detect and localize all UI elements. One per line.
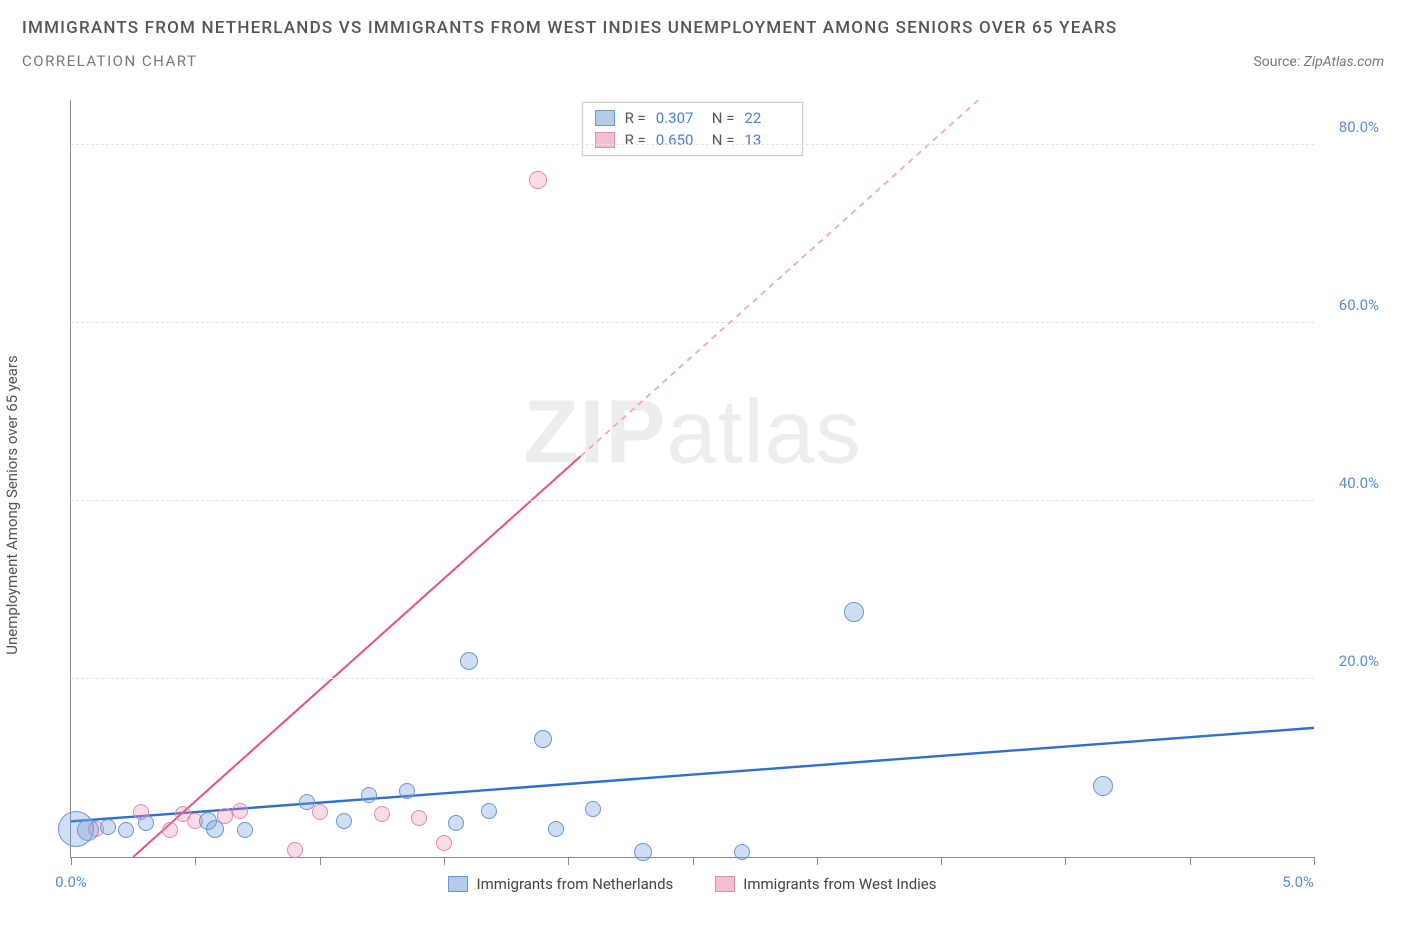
legend-series-item: Immigrants from West Indies [715,875,936,893]
legend-swatch [448,876,468,892]
x-tick-label: 5.0% [1282,873,1314,891]
y-tick-label: 40.0% [1321,474,1379,492]
legend-r-label: R = [625,109,646,127]
data-point [77,819,99,841]
data-point [734,844,750,860]
data-point [118,822,134,838]
x-tick [444,857,445,865]
data-point [585,801,601,817]
data-point [548,821,564,837]
legend-series-label: Immigrants from Netherlands [476,875,673,893]
x-tick [817,857,818,865]
x-tick [568,857,569,865]
data-point [336,813,352,829]
legend-n-value: 22 [744,109,790,127]
x-tick [1314,857,1315,865]
data-point [534,730,552,748]
y-tick-label: 80.0% [1321,118,1379,136]
data-point [312,804,328,820]
legend-series: Immigrants from Netherlands Immigrants fr… [71,875,1314,893]
data-point [138,815,154,831]
legend-swatch [715,876,735,892]
data-point [232,803,248,819]
data-point [361,787,377,803]
legend-series-label: Immigrants from West Indies [743,875,936,893]
data-point [481,803,497,819]
x-tick [71,857,72,865]
data-point [460,652,478,670]
x-tick [1190,857,1191,865]
gridline [71,144,1314,145]
trend-lines [71,100,1314,857]
y-axis-label: Unemployment Among Seniors over 65 years [3,355,21,654]
legend-n-label: N = [712,109,735,127]
legend-row: R = 0.650 N = 13 [583,129,803,151]
data-point [299,794,315,810]
data-point [448,815,464,831]
legend-n-label: N = [712,131,735,149]
watermark: ZIPatlas [523,382,861,485]
data-point [1093,776,1113,796]
source-attribution: Source: ZipAtlas.com [1253,54,1384,70]
x-tick [320,857,321,865]
x-tick [941,857,942,865]
plot-region: ZIPatlas R =0.307N =22R =0.650N =13 Immi… [70,100,1314,858]
legend-r-value: 0.650 [656,131,702,149]
data-point [100,819,116,835]
legend-swatch [595,110,615,126]
data-point [162,822,178,838]
x-tick [1065,857,1066,865]
legend-row: R = 0.307 N = 22 [583,107,803,129]
chart-subtitle: CORRELATION CHART [22,52,197,70]
data-point [399,783,415,799]
data-point [436,835,452,851]
chart-area: Unemployment Among Seniors over 65 years… [22,100,1384,910]
legend-correlation: R = 0.307 N = 22 R = 0.650 N = 13 [582,102,804,156]
x-tick-label: 0.0% [55,873,87,891]
gridline [71,678,1314,679]
data-point [411,810,427,826]
chart-title: IMMIGRANTS FROM NETHERLANDS VS IMMIGRANT… [22,18,1384,38]
y-tick-label: 60.0% [1321,296,1379,314]
header: IMMIGRANTS FROM NETHERLANDS VS IMMIGRANT… [0,0,1406,70]
legend-r-value: 0.307 [656,109,702,127]
data-point [844,602,864,622]
data-point [634,843,652,861]
x-tick [195,857,196,865]
legend-n-value: 13 [744,131,790,149]
data-point [237,822,253,838]
data-point [529,171,547,189]
data-point [287,842,303,858]
gridline [71,322,1314,323]
data-point [374,806,390,822]
legend-r-label: R = [625,131,646,149]
legend-swatch [595,132,615,148]
legend-series-item: Immigrants from Netherlands [448,875,673,893]
gridline [71,500,1314,501]
data-point [206,820,224,838]
x-tick [693,857,694,865]
y-tick-label: 20.0% [1321,652,1379,670]
